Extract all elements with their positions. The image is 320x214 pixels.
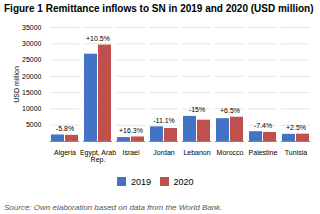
svg-text:15000: 15000 xyxy=(22,89,42,96)
svg-text:35000: 35000 xyxy=(22,24,42,31)
svg-text:-11.1%: -11.1% xyxy=(153,117,175,124)
svg-text:+10.5%: +10.5% xyxy=(86,35,110,42)
svg-text:Palestine: Palestine xyxy=(249,149,278,156)
html-text:2019: 2019 xyxy=(131,176,151,187)
svg-text:+16.3%: +16.3% xyxy=(119,127,143,134)
html-text:Source: Own elaboration based: Source: Own elaboration based on data fr… xyxy=(4,202,223,212)
svg-text:Tunisia: Tunisia xyxy=(285,149,307,156)
html-text:2020: 2020 xyxy=(173,176,194,187)
svg-text:Lebanon: Lebanon xyxy=(183,149,210,156)
svg-text:-15%: -15% xyxy=(189,106,205,113)
svg-text:30000: 30000 xyxy=(22,40,42,47)
html-text:Figure 1 Remittance inflows to: Figure 1 Remittance inflows to SN in 201… xyxy=(4,3,314,14)
svg-text:25000: 25000 xyxy=(22,56,42,63)
svg-text:USD million: USD million xyxy=(13,66,20,103)
svg-text:Morocco: Morocco xyxy=(217,149,244,156)
svg-text:+2.5%: +2.5% xyxy=(286,124,306,131)
svg-text:Israel: Israel xyxy=(122,149,140,156)
svg-text:+6.5%: +6.5% xyxy=(220,107,240,114)
svg-text:Algeria: Algeria xyxy=(54,149,76,157)
svg-text:Jordan: Jordan xyxy=(153,149,175,156)
svg-text:-7.4%: -7.4% xyxy=(254,122,272,129)
svg-text:-5.8%: -5.8% xyxy=(56,125,74,132)
svg-text:5000: 5000 xyxy=(26,121,42,128)
svg-text:Egypt, ArabRep.: Egypt, ArabRep. xyxy=(80,149,116,164)
svg-text:10000: 10000 xyxy=(22,105,42,112)
svg-text:20000: 20000 xyxy=(22,73,42,80)
